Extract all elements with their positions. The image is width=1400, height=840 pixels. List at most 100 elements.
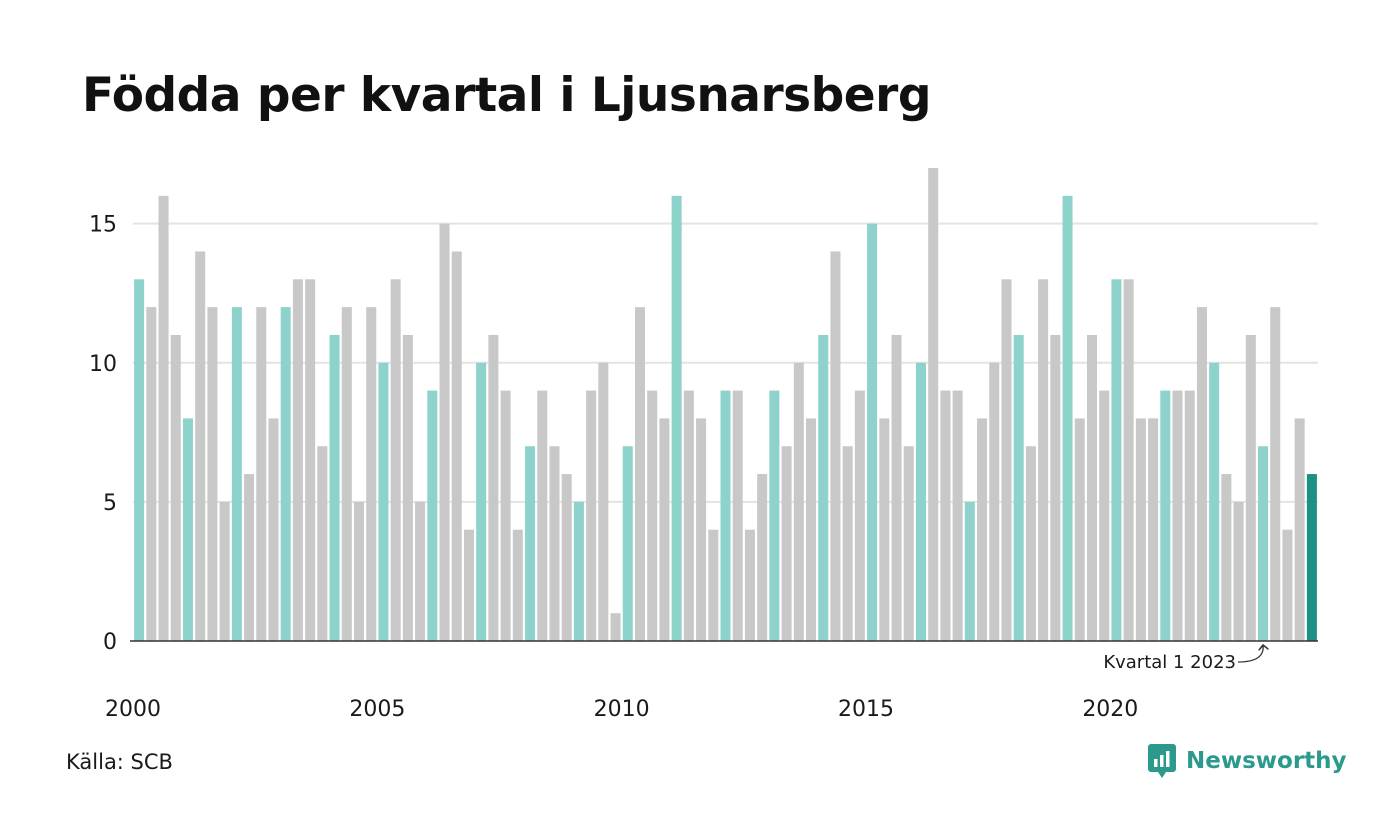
y-tick-label: 0 <box>103 630 117 655</box>
bar <box>818 334 829 641</box>
bar-chart: 0 5 10 15 2000 2005 2010 2015 2020 Kvartal 1 202… <box>89 168 1318 722</box>
bar <box>720 390 731 641</box>
axes: 0 5 10 15 2000 2005 2010 2015 2020 <box>89 213 1318 722</box>
bar <box>1111 279 1122 641</box>
bar <box>1306 474 1317 641</box>
bar <box>1074 418 1085 641</box>
bar <box>146 307 157 641</box>
annotation-layer: Kvartal 1 2023 <box>1103 645 1263 673</box>
bar <box>378 362 389 641</box>
bar <box>1184 390 1195 641</box>
bar <box>134 279 145 641</box>
bar <box>696 418 707 641</box>
bar <box>586 390 597 641</box>
bar <box>806 418 817 641</box>
bar <box>1099 390 1110 641</box>
bar <box>989 362 1000 641</box>
bar <box>1270 307 1281 641</box>
bar <box>1135 418 1146 641</box>
bar <box>549 446 560 641</box>
bar <box>1294 418 1305 641</box>
bar <box>1038 279 1049 641</box>
bar <box>842 446 853 641</box>
bar <box>280 307 291 641</box>
bar <box>1062 195 1073 641</box>
bar <box>244 474 255 641</box>
bar <box>1050 334 1061 641</box>
bar <box>854 390 865 641</box>
bar <box>1282 529 1293 641</box>
bar <box>1245 334 1256 641</box>
bar <box>305 279 316 641</box>
bar <box>573 501 584 641</box>
bar <box>928 168 939 641</box>
bar <box>182 418 193 641</box>
x-tick-label: 2015 <box>838 697 894 722</box>
annotation-label: Kvartal 1 2023 <box>1103 652 1236 673</box>
bar <box>439 223 450 641</box>
bar <box>671 195 682 641</box>
bar <box>1001 279 1012 641</box>
bar <box>977 418 988 641</box>
bar <box>781 446 792 641</box>
bar <box>940 390 951 641</box>
y-tick-label: 5 <box>103 491 117 516</box>
bar <box>1013 334 1024 641</box>
bar <box>463 529 474 641</box>
bar <box>366 307 377 641</box>
bar <box>891 334 902 641</box>
bar <box>1025 446 1036 641</box>
bar <box>427 390 438 641</box>
bar <box>231 307 242 641</box>
bar <box>1221 474 1232 641</box>
bar <box>634 307 645 641</box>
newsworthy-logo-icon <box>1148 744 1176 778</box>
bar <box>525 446 536 641</box>
brand-name: Newsworthy <box>1186 748 1347 774</box>
bar <box>268 418 279 641</box>
bar <box>952 390 963 641</box>
bar <box>1086 334 1098 641</box>
bar <box>964 501 975 641</box>
bar <box>915 362 926 641</box>
bar <box>1172 390 1183 641</box>
bar <box>561 474 572 641</box>
bar <box>903 446 914 641</box>
bar <box>1258 446 1269 641</box>
bar <box>195 251 206 641</box>
bar <box>353 501 365 641</box>
source-label: Källa: SCB <box>66 750 173 774</box>
bar <box>317 446 328 641</box>
bar <box>708 529 719 641</box>
bar <box>610 613 621 641</box>
bar <box>219 501 230 641</box>
bar <box>390 279 401 641</box>
bar <box>158 195 169 641</box>
x-tick-label: 2010 <box>594 697 650 722</box>
bar <box>500 390 511 641</box>
brand-logo[interactable]: Newsworthy <box>1148 744 1347 778</box>
bar <box>769 390 780 641</box>
bar <box>659 418 670 641</box>
bar <box>1123 279 1134 641</box>
bar <box>537 390 548 641</box>
bar <box>415 501 426 641</box>
bar <box>341 307 352 641</box>
bar <box>1196 307 1207 641</box>
bar <box>292 279 303 641</box>
bar <box>170 334 181 641</box>
bar <box>1160 390 1171 641</box>
bar <box>744 529 755 641</box>
bar <box>256 307 267 641</box>
bar <box>622 446 633 641</box>
bar <box>329 334 340 641</box>
bar <box>1209 362 1220 641</box>
x-tick-label: 2020 <box>1082 697 1138 722</box>
bar-series <box>134 168 1317 641</box>
bar <box>683 390 694 641</box>
bar <box>1233 501 1244 641</box>
bar <box>402 334 413 641</box>
bar <box>207 307 218 641</box>
bar <box>1148 418 1159 641</box>
bar <box>732 390 743 641</box>
